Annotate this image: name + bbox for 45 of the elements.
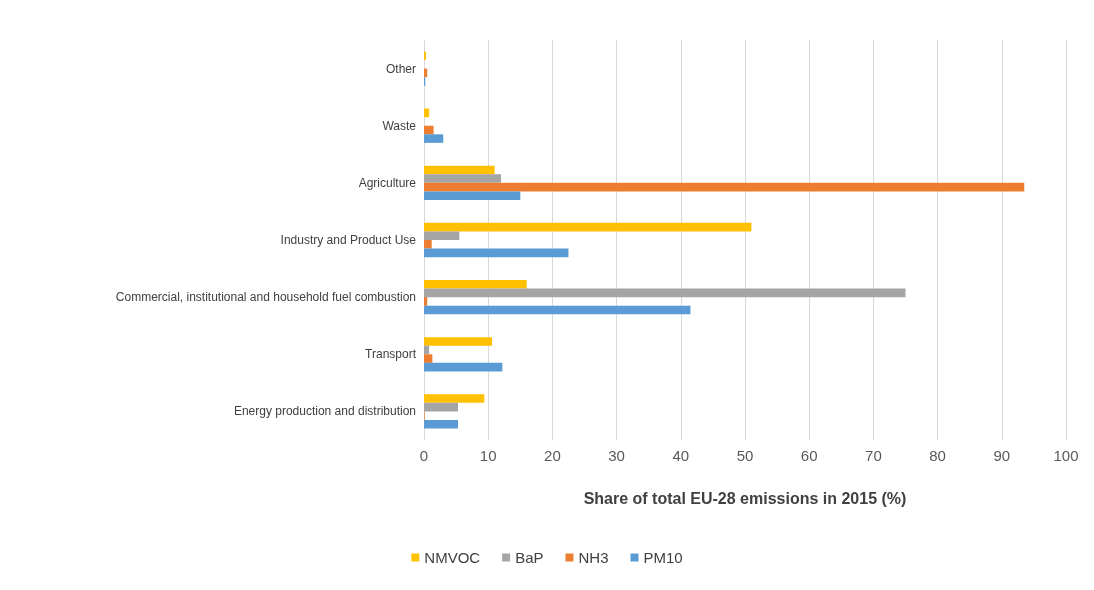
- bar: [424, 134, 444, 143]
- x-tick-label: 20: [544, 447, 561, 464]
- bar: [424, 402, 459, 412]
- legend-label: NH3: [578, 549, 609, 566]
- x-tick-label: 80: [929, 447, 946, 464]
- y-tick-label: Waste: [382, 118, 417, 133]
- x-tick-label: 50: [736, 447, 754, 464]
- bar: [424, 248, 569, 258]
- bar: [424, 394, 485, 403]
- y-tick-label: Energy production and distribution: [233, 404, 416, 419]
- y-tick-label: Other: [385, 61, 416, 76]
- bar: [424, 297, 428, 306]
- bar: [424, 125, 434, 135]
- bar: [424, 305, 691, 315]
- y-tick-label: Commercial, institutional and household fuel combustion: [115, 290, 416, 305]
- bar: [424, 240, 432, 249]
- bar: [424, 108, 430, 118]
- bar: [424, 165, 495, 175]
- bar: [424, 182, 1025, 192]
- bar: [424, 231, 460, 240]
- y-tick-label: Industry and Product Use: [280, 233, 417, 247]
- legend-label: NMVOC: [424, 549, 481, 566]
- bar: [424, 280, 527, 289]
- x-tick-label: 40: [672, 447, 690, 464]
- x-tick-label: 100: [1053, 447, 1079, 464]
- x-tick-label: 0: [419, 447, 429, 464]
- bar: [424, 191, 521, 200]
- bar: [424, 354, 433, 363]
- bar: [424, 174, 502, 183]
- legend-label: PM10: [643, 549, 683, 566]
- x-tick-label: 60: [800, 447, 818, 464]
- bar: [424, 288, 906, 298]
- x-tick-label: 10: [479, 447, 497, 464]
- bar: [424, 420, 459, 429]
- x-tick-label: 90: [993, 447, 1011, 464]
- y-tick-label: Agriculture: [358, 175, 417, 190]
- legend-label: BaP: [515, 549, 544, 566]
- x-tick-label: 70: [865, 447, 882, 464]
- x-axis-title: Share of total EU-28 emissions in 2015 (%): [583, 489, 907, 507]
- bar: [424, 222, 752, 232]
- bar: [424, 337, 493, 346]
- bar: [424, 345, 430, 355]
- y-tick-label: Transport: [365, 347, 417, 362]
- x-tick-label: 30: [608, 447, 625, 464]
- bar: [424, 362, 503, 372]
